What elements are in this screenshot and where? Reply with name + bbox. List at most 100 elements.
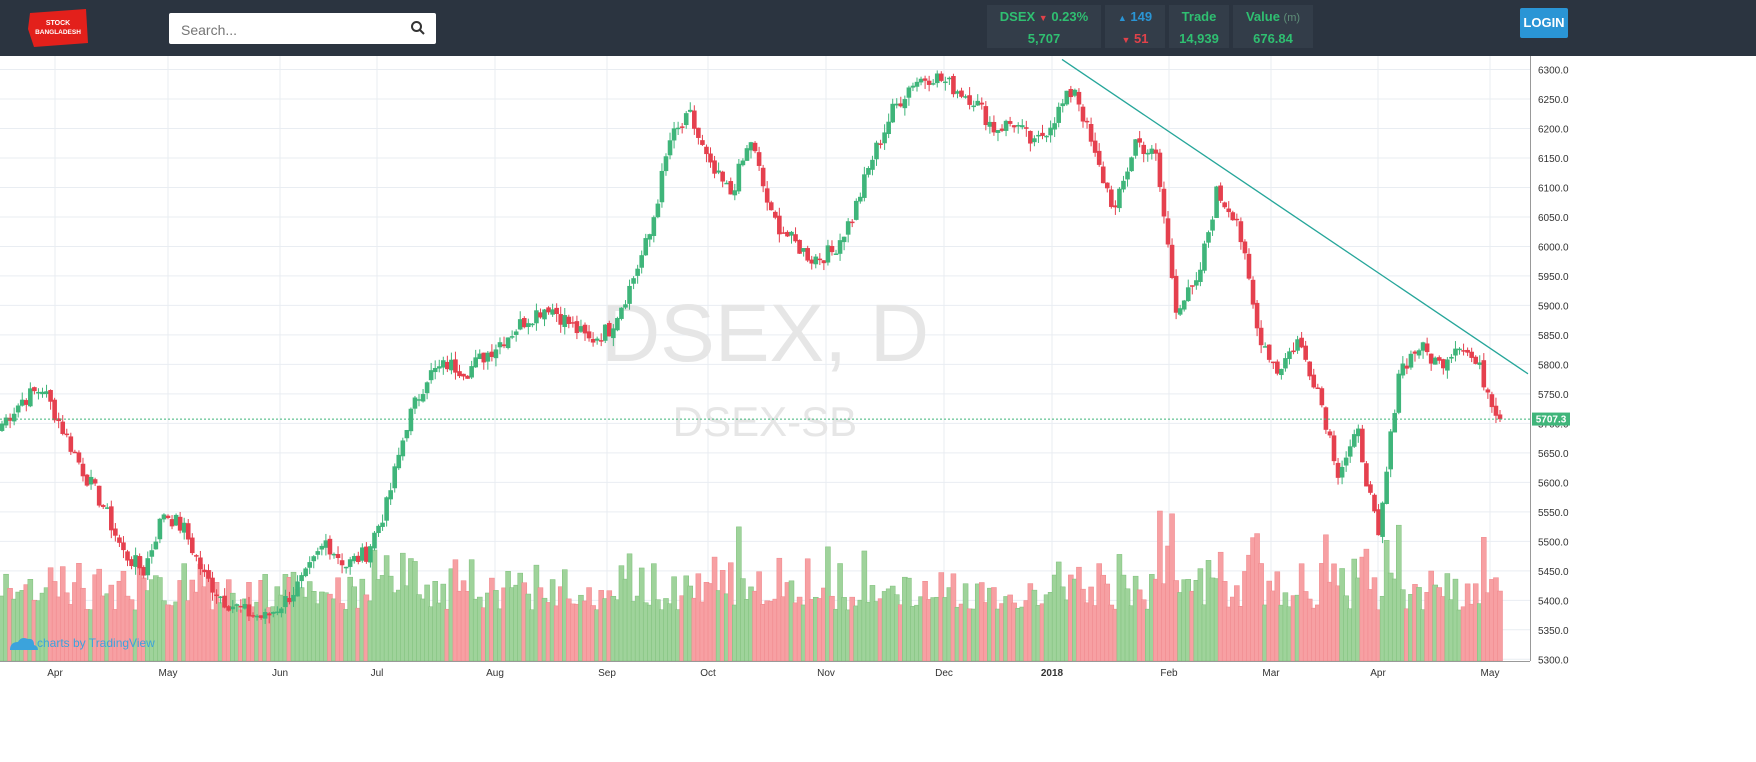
candle-body	[1473, 356, 1479, 364]
search-input[interactable]	[179, 14, 408, 45]
candle-body	[1287, 351, 1292, 359]
candle-body	[659, 170, 665, 203]
candle-body	[234, 604, 240, 606]
trendline[interactable]	[1061, 58, 1529, 375]
candle-body	[1121, 180, 1126, 190]
candle-body	[72, 451, 78, 454]
candle-body	[772, 211, 778, 218]
candle-body	[449, 359, 454, 371]
search-icon[interactable]	[410, 20, 426, 36]
candle-body	[60, 421, 66, 434]
y-tick-label: 6250.0	[1538, 95, 1569, 106]
candle-body	[145, 558, 151, 576]
candle-body	[1092, 140, 1098, 153]
candle-body	[732, 190, 738, 196]
candle-body	[1157, 152, 1163, 187]
x-tick-label: Apr	[1370, 668, 1386, 679]
candle-body	[214, 594, 219, 597]
candle-body	[169, 519, 175, 527]
y-tick-label: 5850.0	[1538, 331, 1569, 342]
candle-body	[1275, 361, 1280, 374]
candle-body	[1173, 275, 1179, 313]
candle-body	[1339, 466, 1345, 478]
candle-body	[1044, 135, 1049, 138]
candle-body	[663, 156, 669, 172]
candle-body	[1165, 218, 1171, 245]
candle-body	[696, 127, 701, 138]
candle-body	[542, 309, 547, 320]
candle-body	[7, 417, 13, 421]
candle-body	[667, 140, 673, 156]
candle-body	[360, 547, 365, 561]
candle-body	[100, 505, 106, 507]
candle-body	[1048, 127, 1053, 136]
login-button[interactable]: LOGIN	[1520, 8, 1568, 38]
candle-body	[137, 556, 142, 569]
candle-body	[534, 310, 539, 324]
candle-body	[88, 476, 94, 485]
candle-body	[1226, 208, 1232, 213]
candle-body	[1343, 457, 1349, 466]
candle-body	[821, 260, 827, 264]
y-tick-label: 5300.0	[1538, 655, 1569, 666]
candle-body	[1198, 269, 1203, 282]
candle-body	[1056, 106, 1061, 123]
candle-body	[562, 315, 568, 328]
candle-body	[987, 121, 993, 127]
candle-body	[1234, 218, 1240, 221]
y-tick-label: 5800.0	[1538, 360, 1569, 371]
candle-body	[15, 405, 21, 413]
candle-body	[1291, 350, 1296, 353]
candle-body	[841, 236, 847, 243]
y-tick-label: 5650.0	[1538, 449, 1569, 460]
candle-body	[870, 159, 875, 170]
candle-body	[436, 366, 442, 369]
index-stat: DSEX ▼ 0.23% 5,707	[987, 5, 1101, 48]
candle-body	[242, 604, 248, 609]
candle-body	[347, 559, 353, 567]
x-tick-label: Oct	[700, 668, 716, 679]
candle-body	[339, 560, 345, 566]
index-down-arrow-icon: ▼	[1038, 13, 1048, 23]
candle-body	[862, 174, 867, 198]
candle-body	[538, 312, 543, 318]
candle-body	[331, 553, 337, 556]
candle-body	[1380, 502, 1385, 537]
candle-body	[461, 373, 466, 377]
y-tick-label: 6050.0	[1538, 213, 1569, 224]
index-change: 0.23%	[1051, 9, 1089, 24]
candle-body	[287, 597, 292, 603]
candle-body	[975, 100, 981, 106]
candle-body	[432, 367, 438, 373]
candle-body	[1113, 205, 1118, 208]
candle-body	[1436, 357, 1442, 361]
candle-body	[1007, 121, 1013, 124]
candle-body	[959, 90, 964, 97]
price-chart[interactable]: DSEX, D DSEX-SB 6300.0 6250.0 6200.0 6150.0…	[0, 56, 1756, 762]
tradingview-credit[interactable]: charts by TradingView	[10, 636, 155, 650]
y-tick-label: 5900.0	[1538, 301, 1569, 312]
candle-body	[104, 507, 110, 509]
candle-body	[1299, 337, 1304, 348]
x-tick-label: Aug	[486, 668, 504, 679]
candle-body	[712, 160, 717, 174]
svg-text:BANGLADESH: BANGLADESH	[35, 29, 81, 36]
candle-body	[708, 153, 713, 163]
candle-body	[1003, 120, 1009, 131]
candle-body	[639, 255, 644, 268]
candle-body	[1384, 471, 1389, 504]
advances-count: 149	[1130, 9, 1153, 24]
candle-body	[497, 342, 503, 348]
candle-body	[760, 167, 766, 187]
volume-bars	[0, 510, 1503, 662]
candle-body	[1064, 90, 1070, 105]
candle-body	[291, 594, 296, 602]
candle-body	[117, 537, 122, 543]
x-tick-label: Sep	[598, 668, 616, 679]
candle-body	[501, 344, 507, 347]
candle-body	[323, 540, 329, 548]
candle-body	[874, 142, 879, 160]
candle-body	[1416, 350, 1422, 356]
stock-bangladesh-logo[interactable]: STOCK BANGLADESH	[26, 7, 90, 49]
candle-body	[392, 466, 398, 489]
